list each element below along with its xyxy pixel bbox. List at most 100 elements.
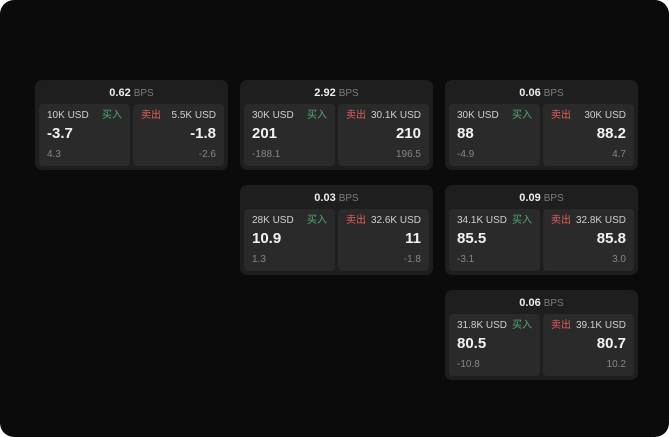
buy-amount: 28K USD xyxy=(252,215,294,226)
sell-tag: 卖出 xyxy=(551,320,571,331)
spread-value: 0.09 xyxy=(519,192,541,204)
sell-top-row: 卖出 39.1K USD xyxy=(551,320,626,332)
buy-delta: -3.1 xyxy=(457,254,475,265)
sell-amount: 30K USD xyxy=(584,110,626,121)
sell-delta: 4.7 xyxy=(612,149,626,160)
quote-panels: 10K USD 买入 -3.7 4.3 卖出 5.5K USD -1.8 -2.… xyxy=(35,104,228,170)
sell-delta: 3.0 xyxy=(612,254,626,265)
quote-card: 0.62 BPS 10K USD 买入 -3.7 4.3 卖出 5.5K USD … xyxy=(35,80,228,170)
quote-card: 0.06 BPS 31.8K USD 买入 80.5 -10.8 卖出 39.1K… xyxy=(445,290,638,380)
buy-tag: 买入 xyxy=(512,320,532,331)
buy-price: 80.5 xyxy=(457,335,487,352)
buy-tag: 买入 xyxy=(512,110,532,121)
spread-unit-label: BPS xyxy=(543,88,564,99)
quote-panels: 30K USD 买入 201 -188.1 卖出 30.1K USD 210 1… xyxy=(240,104,433,170)
buy-tag: 买入 xyxy=(512,215,532,226)
buy-top-row: 30K USD 买入 xyxy=(457,110,532,122)
buy-delta: -4.9 xyxy=(457,149,475,160)
sell-tag: 卖出 xyxy=(346,110,366,121)
buy-panel[interactable]: 34.1K USD 买入 85.5 -3.1 xyxy=(449,209,540,271)
sell-amount: 5.5K USD xyxy=(171,110,216,121)
buy-amount: 30K USD xyxy=(457,110,499,121)
spread-value: 0.03 xyxy=(314,192,336,204)
buy-top-row: 28K USD 买入 xyxy=(252,215,327,227)
buy-amount: 10K USD xyxy=(47,110,89,121)
buy-panel[interactable]: 31.8K USD 买入 80.5 -10.8 xyxy=(449,314,540,376)
buy-tag: 买入 xyxy=(102,110,122,121)
sell-tag: 卖出 xyxy=(346,215,366,226)
buy-delta: -188.1 xyxy=(252,149,281,160)
spread-unit-label: BPS xyxy=(543,298,564,309)
sell-top-row: 卖出 5.5K USD xyxy=(141,110,216,122)
spread-value: 0.62 xyxy=(109,87,131,99)
sell-delta: 10.2 xyxy=(606,359,626,370)
buy-price: 88 xyxy=(457,125,474,142)
buy-delta: 1.3 xyxy=(252,254,266,265)
buy-price: 85.5 xyxy=(457,230,487,247)
sell-price: 11 xyxy=(405,230,421,247)
spread-value: 2.92 xyxy=(314,87,336,99)
buy-amount: 34.1K USD xyxy=(457,215,508,226)
quote-card: 0.06 BPS 30K USD 买入 88 -4.9 卖出 30K USD 88… xyxy=(445,80,638,170)
sell-delta: -2.6 xyxy=(198,149,216,160)
quote-grid: 0.62 BPS 10K USD 买入 -3.7 4.3 卖出 5.5K USD … xyxy=(35,80,638,380)
buy-price: 201 xyxy=(252,125,278,142)
buy-top-row: 10K USD 买入 xyxy=(47,110,122,122)
sell-amount: 30.1K USD xyxy=(370,110,421,121)
spread-unit-label: BPS xyxy=(338,88,359,99)
buy-amount: 30K USD xyxy=(252,110,294,121)
sell-panel[interactable]: 卖出 39.1K USD 80.7 10.2 xyxy=(543,314,634,376)
sell-tag: 卖出 xyxy=(141,110,161,121)
quote-card: 2.92 BPS 30K USD 买入 201 -188.1 卖出 30.1K U… xyxy=(240,80,433,170)
sell-top-row: 卖出 30.1K USD xyxy=(346,110,421,122)
sell-amount: 39.1K USD xyxy=(575,320,626,331)
spread-unit-label: BPS xyxy=(543,193,564,204)
quote-panels: 30K USD 买入 88 -4.9 卖出 30K USD 88.2 4.7 xyxy=(445,104,638,170)
spread-value: 0.06 xyxy=(519,87,541,99)
buy-top-row: 31.8K USD 买入 xyxy=(457,320,532,332)
quote-panels: 34.1K USD 买入 85.5 -3.1 卖出 32.8K USD 85.8… xyxy=(445,209,638,275)
buy-tag: 买入 xyxy=(307,110,327,121)
buy-top-row: 30K USD 买入 xyxy=(252,110,327,122)
buy-top-row: 34.1K USD 买入 xyxy=(457,215,532,227)
sell-top-row: 卖出 30K USD xyxy=(551,110,626,122)
quote-panels: 28K USD 买入 10.9 1.3 卖出 32.6K USD 11 -1.8 xyxy=(240,209,433,275)
buy-panel[interactable]: 30K USD 买入 88 -4.9 xyxy=(449,104,540,166)
spread-header: 0.06 BPS xyxy=(445,290,638,314)
sell-panel[interactable]: 卖出 30.1K USD 210 196.5 xyxy=(338,104,429,166)
sell-price: 80.7 xyxy=(596,335,626,352)
sell-price: -1.8 xyxy=(190,125,216,142)
sell-delta: 196.5 xyxy=(395,149,421,160)
spread-unit-label: BPS xyxy=(338,193,359,204)
sell-amount: 32.8K USD xyxy=(575,215,626,226)
spread-header: 0.09 BPS xyxy=(445,185,638,209)
sell-price: 210 xyxy=(395,125,421,142)
sell-amount: 32.6K USD xyxy=(370,215,421,226)
buy-price: 10.9 xyxy=(252,230,282,247)
sell-panel[interactable]: 卖出 32.8K USD 85.8 3.0 xyxy=(543,209,634,271)
quote-card: 0.03 BPS 28K USD 买入 10.9 1.3 卖出 32.6K USD… xyxy=(240,185,433,275)
spread-header: 0.62 BPS xyxy=(35,80,228,104)
buy-amount: 31.8K USD xyxy=(457,320,508,331)
spread-unit-label: BPS xyxy=(133,88,154,99)
quote-card: 0.09 BPS 34.1K USD 买入 85.5 -3.1 卖出 32.8K … xyxy=(445,185,638,275)
sell-top-row: 卖出 32.8K USD xyxy=(551,215,626,227)
buy-price: -3.7 xyxy=(47,125,73,142)
buy-panel[interactable]: 30K USD 买入 201 -188.1 xyxy=(244,104,335,166)
spread-header: 2.92 BPS xyxy=(240,80,433,104)
sell-delta: -1.8 xyxy=(403,254,421,265)
sell-panel[interactable]: 卖出 32.6K USD 11 -1.8 xyxy=(338,209,429,271)
sell-panel[interactable]: 卖出 5.5K USD -1.8 -2.6 xyxy=(133,104,224,166)
quote-panels: 31.8K USD 买入 80.5 -10.8 卖出 39.1K USD 80.… xyxy=(445,314,638,380)
sell-price: 85.8 xyxy=(596,230,626,247)
buy-delta: 4.3 xyxy=(47,149,61,160)
sell-panel[interactable]: 卖出 30K USD 88.2 4.7 xyxy=(543,104,634,166)
sell-tag: 卖出 xyxy=(551,110,571,121)
spread-header: 0.06 BPS xyxy=(445,80,638,104)
spread-value: 0.06 xyxy=(519,297,541,309)
sell-price: 88.2 xyxy=(596,125,626,142)
buy-panel[interactable]: 10K USD 买入 -3.7 4.3 xyxy=(39,104,130,166)
buy-panel[interactable]: 28K USD 买入 10.9 1.3 xyxy=(244,209,335,271)
buy-delta: -10.8 xyxy=(457,359,480,370)
